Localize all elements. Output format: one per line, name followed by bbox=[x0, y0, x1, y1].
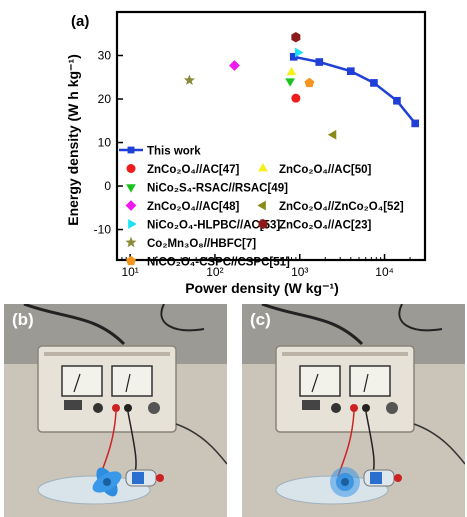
data-point bbox=[125, 200, 137, 211]
legend-item: NiCO₂O₄-CSPC//CSPC[51] bbox=[126, 255, 290, 269]
legend-item: Co₂Mn₃O₈//HBFC[7] bbox=[125, 236, 256, 250]
legend-item: This work bbox=[119, 146, 201, 158]
legend-label: NiCo₂O₄-HLPBC//AC[53] bbox=[147, 220, 280, 232]
x-tick-label: 10¹ bbox=[121, 265, 138, 279]
data-point bbox=[411, 119, 420, 128]
y-axis-label: Energy density (W h kg⁻¹) bbox=[65, 54, 81, 226]
data-point bbox=[183, 74, 195, 86]
data-point bbox=[229, 60, 240, 71]
x-tick-label: 10⁴ bbox=[375, 265, 394, 279]
data-point bbox=[289, 52, 298, 61]
legend-label: ZnCo₂O₄//AC[50] bbox=[279, 164, 372, 176]
data-point bbox=[346, 67, 355, 75]
data-point bbox=[315, 58, 324, 66]
x-tick-label: 10² bbox=[206, 265, 223, 279]
data-point bbox=[126, 184, 136, 193]
data-point bbox=[370, 79, 378, 87]
x-axis-label: Power density (W kg⁻¹) bbox=[185, 280, 339, 296]
legend-item: ZnCo₂O₄//AC[48] bbox=[125, 200, 240, 213]
legend-item: ZnCo₂O₄//AC[23] bbox=[258, 218, 372, 232]
series bbox=[327, 129, 337, 140]
data-point bbox=[127, 146, 135, 154]
data-point bbox=[327, 129, 337, 140]
photo-c-scene bbox=[242, 304, 465, 517]
series bbox=[291, 32, 301, 43]
legend-label: This work bbox=[147, 146, 201, 158]
legend: This work ZnCo₂O₄//AC[47] ZnCo₂O₄//AC[50] N… bbox=[119, 146, 404, 269]
series-line bbox=[293, 55, 417, 125]
legend-item: ZnCo₂O₄//AC[50] bbox=[258, 162, 372, 176]
series bbox=[295, 47, 304, 58]
legend-item: ZnCo₂O₄//AC[47] bbox=[126, 164, 240, 176]
fan bbox=[92, 467, 122, 497]
legend-item: ZnCo₂O₄//ZnCo₂O₄[52] bbox=[257, 200, 404, 213]
data-marks bbox=[183, 32, 420, 140]
series bbox=[286, 66, 297, 76]
photo-b: (b) bbox=[4, 304, 227, 517]
plot-frame bbox=[115, 10, 427, 262]
data-point bbox=[258, 162, 268, 172]
data-point bbox=[258, 218, 268, 230]
series bbox=[291, 93, 301, 103]
legend-label: Co₂Mn₃O₈//HBFC[7] bbox=[147, 238, 256, 250]
y-tick-label: 20 bbox=[98, 92, 112, 106]
y-tick-label: 0 bbox=[104, 179, 111, 193]
panel-label-b: (b) bbox=[12, 310, 34, 329]
legend-label: ZnCo₂O₄//ZnCo₂O₄[52] bbox=[279, 201, 404, 213]
data-point bbox=[291, 93, 301, 103]
photo-b-scene bbox=[4, 304, 227, 517]
data-point bbox=[304, 77, 315, 88]
data-point bbox=[128, 219, 137, 229]
legend-label: ZnCo₂O₄//AC[48] bbox=[147, 201, 240, 213]
legend-item: NiCo₂O₄-HLPBC//AC[53] bbox=[128, 219, 280, 232]
legend-item: NiCo₂S₄-RSAC//RSAC[49] bbox=[126, 183, 288, 195]
fan bbox=[330, 467, 360, 497]
data-point bbox=[291, 32, 301, 43]
data-point bbox=[257, 200, 266, 211]
data-point bbox=[126, 255, 136, 266]
series bbox=[289, 52, 420, 128]
legend-label: NiCO₂O₄-CSPC//CSPC[51] bbox=[147, 257, 290, 269]
panel-label-c: (c) bbox=[250, 310, 271, 329]
energy-power-chart: (a) 10¹ 10² 10³ 10⁴ -10 0 10 20 30 This work ZnCo… bbox=[65, 10, 427, 296]
data-point bbox=[393, 96, 401, 105]
x-tick-label: 10³ bbox=[291, 265, 308, 279]
legend-label: ZnCo₂O₄//AC[47] bbox=[147, 164, 240, 176]
photo-c: (c) bbox=[242, 304, 465, 517]
data-point bbox=[286, 66, 297, 76]
legend-label: ZnCo₂O₄//AC[23] bbox=[279, 220, 372, 232]
series bbox=[229, 60, 240, 71]
data-point bbox=[295, 47, 304, 58]
series bbox=[183, 74, 195, 86]
data-point bbox=[126, 164, 136, 173]
data-point bbox=[125, 236, 137, 248]
series bbox=[304, 77, 315, 88]
legend-label: NiCo₂S₄-RSAC//RSAC[49] bbox=[147, 183, 288, 195]
series bbox=[285, 78, 295, 87]
panel-label-a: (a) bbox=[71, 13, 89, 30]
y-tick-label: 10 bbox=[98, 136, 112, 150]
y-tick-label: -10 bbox=[94, 223, 112, 237]
data-point bbox=[285, 78, 295, 87]
y-tick-label: 30 bbox=[98, 49, 112, 63]
